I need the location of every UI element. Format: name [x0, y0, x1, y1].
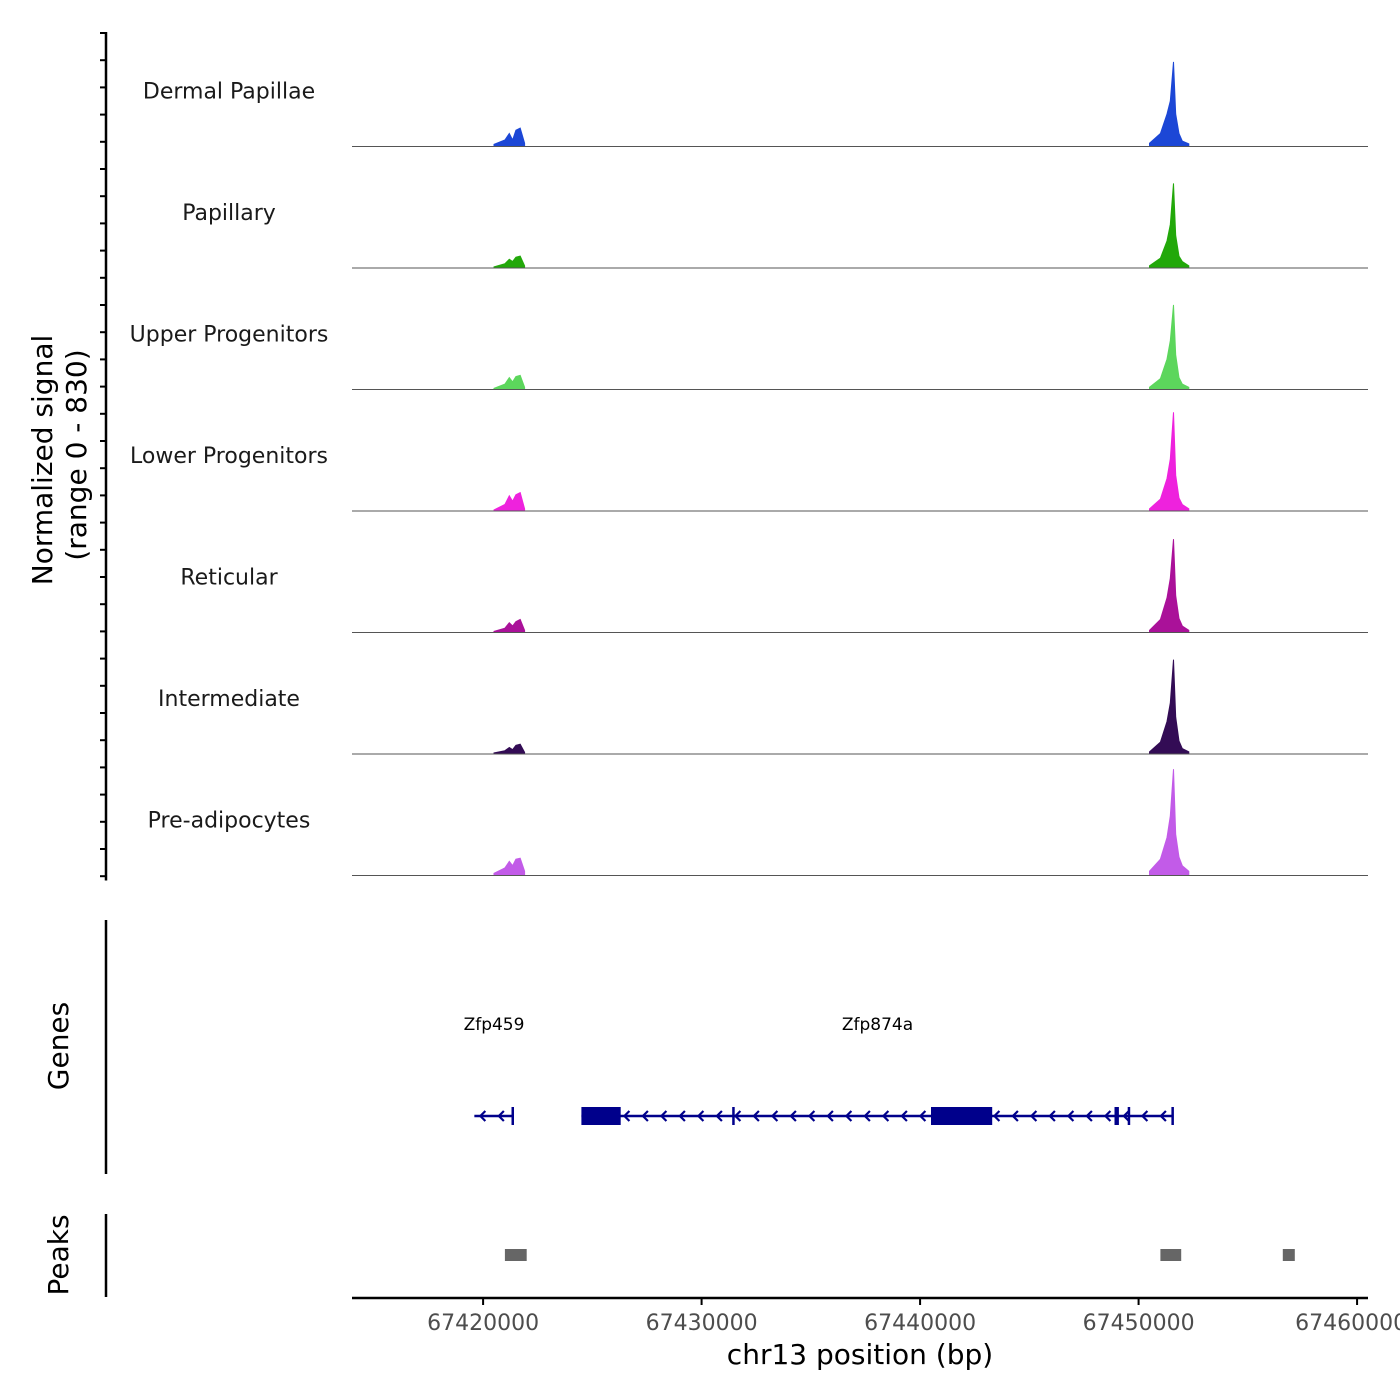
- signal-area-upper-progenitors: [352, 304, 1368, 390]
- gene-label-zfp459: Zfp459: [464, 1015, 525, 1035]
- strand-arrow: [733, 1110, 742, 1122]
- track-papillary: Papillary: [182, 183, 1368, 269]
- signal-area-reticular: [352, 539, 1368, 633]
- strand-arrow: [1066, 1110, 1075, 1122]
- track-label-upper-progenitors: Upper Progenitors: [130, 323, 329, 348]
- genes-panel-title: Genes: [42, 1002, 75, 1090]
- gene-exon-zfp459: [511, 1107, 514, 1125]
- signal-area-intermediate: [352, 659, 1368, 755]
- strand-arrow: [992, 1110, 1001, 1122]
- track-upper-progenitors: Upper Progenitors: [130, 304, 1368, 390]
- strand-arrow: [1159, 1110, 1167, 1122]
- track-intermediate: Intermediate: [158, 659, 1368, 755]
- strand-arrow: [881, 1110, 890, 1122]
- track-label-reticular: Reticular: [180, 566, 278, 591]
- x-tick-label: 67420000: [427, 1311, 539, 1336]
- x-tick-label: 67440000: [864, 1311, 976, 1336]
- gene-zfp459: Zfp459: [464, 1015, 525, 1125]
- strand-arrow: [1011, 1110, 1019, 1122]
- strand-arrow: [497, 1110, 505, 1122]
- strand-arrow: [826, 1110, 834, 1122]
- strand-arrow: [770, 1110, 779, 1122]
- x-tick-label: 67430000: [646, 1311, 758, 1336]
- track-reticular: Reticular: [180, 539, 1368, 633]
- strand-arrow: [863, 1110, 871, 1122]
- signal-area-papillary: [352, 183, 1368, 269]
- x-tick-label: 67450000: [1083, 1311, 1195, 1336]
- strand-arrow: [1140, 1110, 1149, 1122]
- track-dermal-papillae: Dermal Papillae: [143, 61, 1368, 147]
- gene-exon-zfp874a: [1114, 1107, 1119, 1125]
- strand-arrow: [1029, 1110, 1038, 1122]
- track-label-papillary: Papillary: [182, 201, 276, 226]
- signal-area-lower-progenitors: [352, 412, 1368, 512]
- peaks-panel: [104, 1214, 1295, 1297]
- gene-exon-zfp874a: [931, 1107, 993, 1125]
- strand-arrow: [752, 1110, 760, 1122]
- genes-panel: Zfp459 Zfp874a: [104, 920, 1174, 1174]
- gene-exon-zfp874a: [1171, 1107, 1174, 1125]
- signal-area-pre-adipocytes: [352, 769, 1368, 876]
- strand-arrow: [696, 1110, 705, 1122]
- strand-arrow: [622, 1110, 631, 1122]
- strand-arrow: [1048, 1110, 1056, 1122]
- strand-arrow: [678, 1110, 686, 1122]
- x-axis-title: chr13 position (bp): [727, 1338, 993, 1371]
- peaks-panel-title: Peaks: [42, 1214, 75, 1295]
- x-axis: 67420000 67430000 67440000 67450000 67460000: [352, 1296, 1400, 1336]
- track-label-dermal-papillae: Dermal Papillae: [143, 80, 315, 105]
- y-axis-range-label: (range 0 - 830): [60, 349, 93, 560]
- strand-arrow: [478, 1110, 487, 1122]
- track-label-intermediate: Intermediate: [158, 687, 300, 712]
- strand-arrow: [715, 1110, 723, 1122]
- peak-region: [1282, 1249, 1295, 1261]
- x-tick-label: 67460000: [1295, 1311, 1400, 1336]
- track-pre-adipocytes: Pre-adipocytes: [148, 769, 1368, 876]
- track-label-pre-adipocytes: Pre-adipocytes: [148, 809, 311, 834]
- track-label-lower-progenitors: Lower Progenitors: [130, 444, 328, 469]
- gene-exon-zfp874a: [1127, 1107, 1131, 1125]
- strand-arrow: [1122, 1110, 1130, 1122]
- strand-arrow: [807, 1110, 816, 1122]
- strand-arrow: [918, 1110, 927, 1122]
- strand-arrow: [844, 1110, 853, 1122]
- track-lower-progenitors: Lower Progenitors: [130, 412, 1368, 512]
- strand-arrow: [900, 1110, 908, 1122]
- gene-exon-zfp874a: [732, 1107, 735, 1125]
- strand-arrow: [1103, 1110, 1112, 1122]
- strand-arrow: [1085, 1110, 1093, 1122]
- gene-zfp874a: Zfp874a: [581, 1015, 1174, 1125]
- strand-arrow: [789, 1110, 797, 1122]
- gene-label-zfp874a: Zfp874a: [842, 1015, 913, 1035]
- strand-arrow: [641, 1110, 649, 1122]
- gene-exon-zfp874a: [581, 1107, 621, 1125]
- peak-region: [504, 1249, 527, 1261]
- signal-area-dermal-papillae: [352, 61, 1368, 147]
- peak-region: [1160, 1249, 1182, 1261]
- signal-panel: Dermal Papillae Papillary Upper Progenitor…: [100, 32, 1368, 881]
- strand-arrow: [659, 1110, 668, 1122]
- y-axis-title: Normalized signal: [26, 335, 59, 586]
